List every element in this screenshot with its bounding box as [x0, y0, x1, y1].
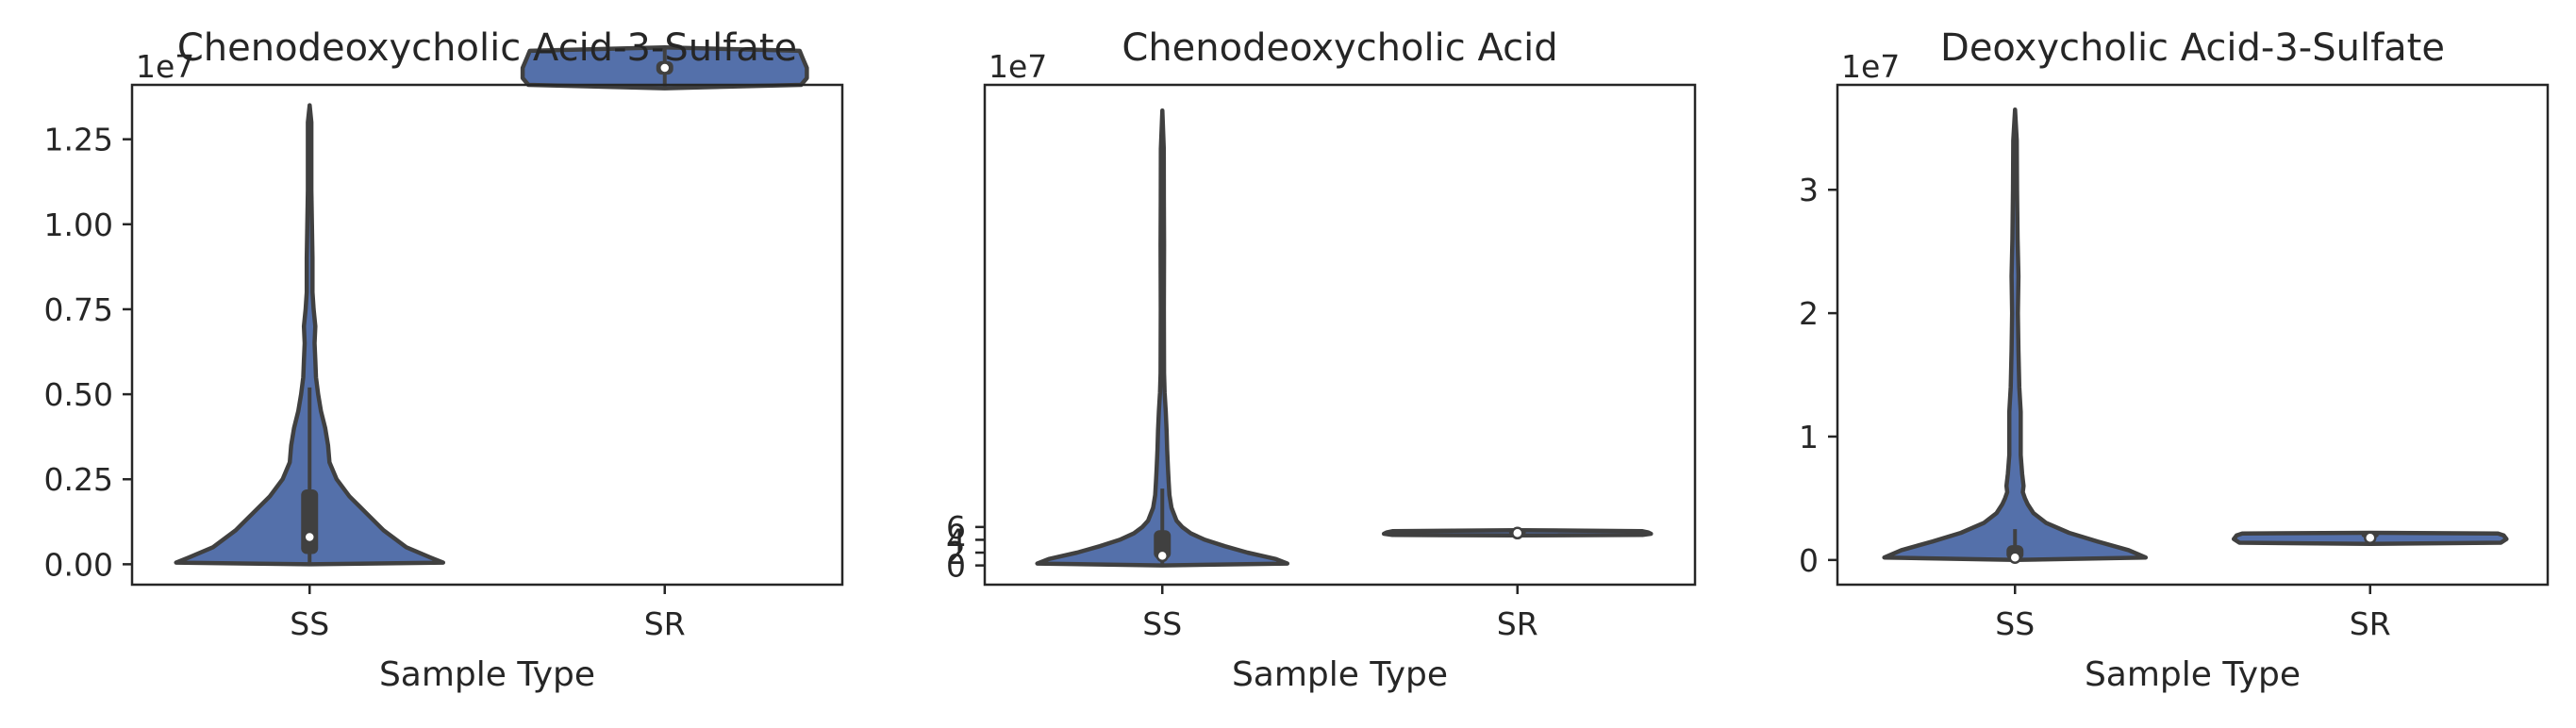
violin-sr	[1381, 526, 1654, 540]
violin-sr	[520, 45, 809, 91]
violin-ss	[1882, 107, 2149, 564]
y-tick-label: 2	[1799, 295, 1819, 332]
y-tick-label: 1	[1799, 419, 1819, 455]
y-tick-label: 1.00	[44, 207, 113, 243]
y-offset-label: 1e7	[1841, 48, 1900, 85]
y-tick-label: 0	[946, 548, 966, 585]
chart-title: Deoxycholic Acid-3-Sulfate	[1940, 26, 2445, 70]
axes-frame	[983, 83, 1697, 587]
chart-panel-3: 0 1 2 3 SS SR Sample Type 1e7 Deoxycholic Acid-3…	[1799, 26, 2550, 694]
x-axis-label: Sample Type	[379, 655, 595, 694]
violin-median-point	[658, 61, 672, 74]
violin-median-point	[1155, 549, 1169, 563]
y-tick-label: 4	[946, 521, 966, 558]
x-tick-label-sr: SR	[644, 605, 686, 642]
violin-body	[174, 103, 446, 567]
x-tick-label-ss: SS	[290, 605, 329, 642]
y-offset-label: 1e7	[989, 48, 1047, 85]
axes-frame	[130, 83, 844, 587]
violin-sr	[2231, 530, 2509, 547]
y-tick-label: 1.25	[44, 122, 113, 158]
chart-title: Chenodeoxycholic Acid	[1122, 26, 1557, 70]
violin-ss	[1035, 108, 1290, 568]
violin-body	[1882, 107, 2149, 563]
y-tick-label: 0	[1799, 542, 1819, 579]
y-tick-label: 6	[946, 509, 966, 546]
x-tick-label-ss: SS	[1142, 605, 1182, 642]
violin-median-point	[2008, 551, 2021, 564]
y-tick-label: 0.25	[44, 461, 113, 498]
chart-panel-1: 0.00 0.25 0.50 0.75 1.00 1.25 SS SR Sample Type 1…	[44, 26, 844, 694]
axes-frame	[1836, 83, 2550, 587]
violin-median-point	[2364, 531, 2377, 545]
x-tick-label-sr: SR	[1497, 605, 1538, 642]
x-axis-label: Sample Type	[1232, 655, 1448, 694]
x-tick-label-ss: SS	[1995, 605, 2035, 642]
x-axis-label: Sample Type	[2085, 655, 2301, 694]
violin-median-point	[1511, 526, 1524, 540]
y-tick-label: 3	[1799, 172, 1819, 208]
violin-body	[1035, 108, 1290, 568]
x-tick-label-sr: SR	[2350, 605, 2391, 642]
y-tick-label: 2	[946, 535, 966, 571]
y-tick-label: 0.50	[44, 376, 113, 413]
y-tick-label: 0.75	[44, 291, 113, 328]
violin-ss	[174, 103, 446, 567]
y-tick-label: 0.00	[44, 546, 113, 583]
y-offset-label: 1e7	[136, 48, 194, 85]
violin-iqr-box	[301, 489, 319, 554]
violin-median-point	[303, 530, 316, 544]
chart-title: Chenodeoxycholic Acid-3-Sulfate	[177, 26, 797, 70]
